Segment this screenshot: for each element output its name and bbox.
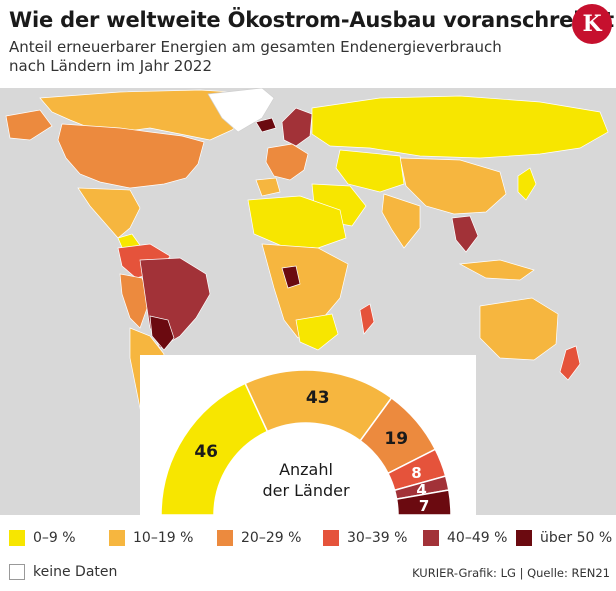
legend-item-30-39: 30–39 % <box>323 530 407 546</box>
map-western-europe <box>265 143 309 181</box>
legend-item-20-29: 20–29 % <box>217 530 301 546</box>
legend-swatch <box>9 564 25 580</box>
map-mexico <box>77 187 141 239</box>
donut-value-label-0: 46 <box>194 442 218 462</box>
legend-label: über 50 % <box>540 530 613 546</box>
map-iberia <box>255 177 281 197</box>
map-russia <box>311 95 609 159</box>
donut-value-label-5: 7 <box>419 497 429 515</box>
legend-label: 30–39 % <box>347 530 408 546</box>
legend-item-over-50: über 50 % <box>516 530 612 546</box>
donut-value-label-4: 4 <box>416 481 426 499</box>
legend-label: 10–19 % <box>133 530 194 546</box>
legend-swatch <box>109 530 125 546</box>
map-india <box>381 193 421 249</box>
legend-item-0-9: 0–9 % <box>9 530 76 546</box>
map-north-africa <box>247 195 347 249</box>
source-credit: KURIER-Grafik: LG | Quelle: REN21 <box>412 566 610 580</box>
map-paraguay-uruguay <box>149 315 175 351</box>
donut-value-label-1: 43 <box>306 388 330 408</box>
kurier-logo: K <box>572 4 612 44</box>
map-japan <box>517 167 537 201</box>
legend-swatch <box>323 530 339 546</box>
map-central-asia <box>335 149 405 193</box>
map-usa <box>57 123 205 189</box>
page-subtitle: Anteil erneuerbarer Energien am gesamten… <box>9 38 502 75</box>
legend-swatch <box>9 530 25 546</box>
legend-swatch <box>516 530 532 546</box>
map-greenland <box>207 88 275 133</box>
map-southeast-asia <box>451 215 479 253</box>
chart-center-label-line2: der Länder <box>262 481 350 500</box>
legend: 0–9 % 10–19 % 20–29 % 30–39 % 40–49 % üb… <box>9 530 614 585</box>
legend-item-10-19: 10–19 % <box>109 530 193 546</box>
map-iceland <box>255 117 277 133</box>
map-scandinavia <box>281 107 313 147</box>
legend-label: 20–29 % <box>241 530 302 546</box>
map-southern-africa <box>295 313 339 351</box>
legend-label: 40–49 % <box>447 530 508 546</box>
donut-slices <box>160 369 452 516</box>
page-title: Wie der weltweite Ökostrom-Ausbau vorans… <box>9 8 614 32</box>
legend-item-no-data: keine Daten <box>9 564 117 580</box>
donut-value-label-2: 19 <box>384 429 408 449</box>
donut-value-label-3: 8 <box>411 464 421 482</box>
legend-swatch <box>423 530 439 546</box>
map-china <box>399 157 507 215</box>
map-australia <box>479 297 559 361</box>
donut-slice-5 <box>395 489 452 516</box>
map-indonesia <box>458 259 535 281</box>
map-new-zealand <box>559 345 581 381</box>
map-madagascar <box>359 303 375 335</box>
map-congo <box>281 265 301 289</box>
legend-swatch <box>217 530 233 546</box>
world-map-svg <box>5 88 609 419</box>
map-peru-andes <box>119 273 151 329</box>
map-alaska <box>5 109 53 141</box>
legend-label: 0–9 % <box>33 530 76 546</box>
chart-center-label-line1: Anzahl <box>279 460 333 479</box>
legend-item-40-49: 40–49 % <box>423 530 507 546</box>
legend-label: keine Daten <box>33 564 118 580</box>
